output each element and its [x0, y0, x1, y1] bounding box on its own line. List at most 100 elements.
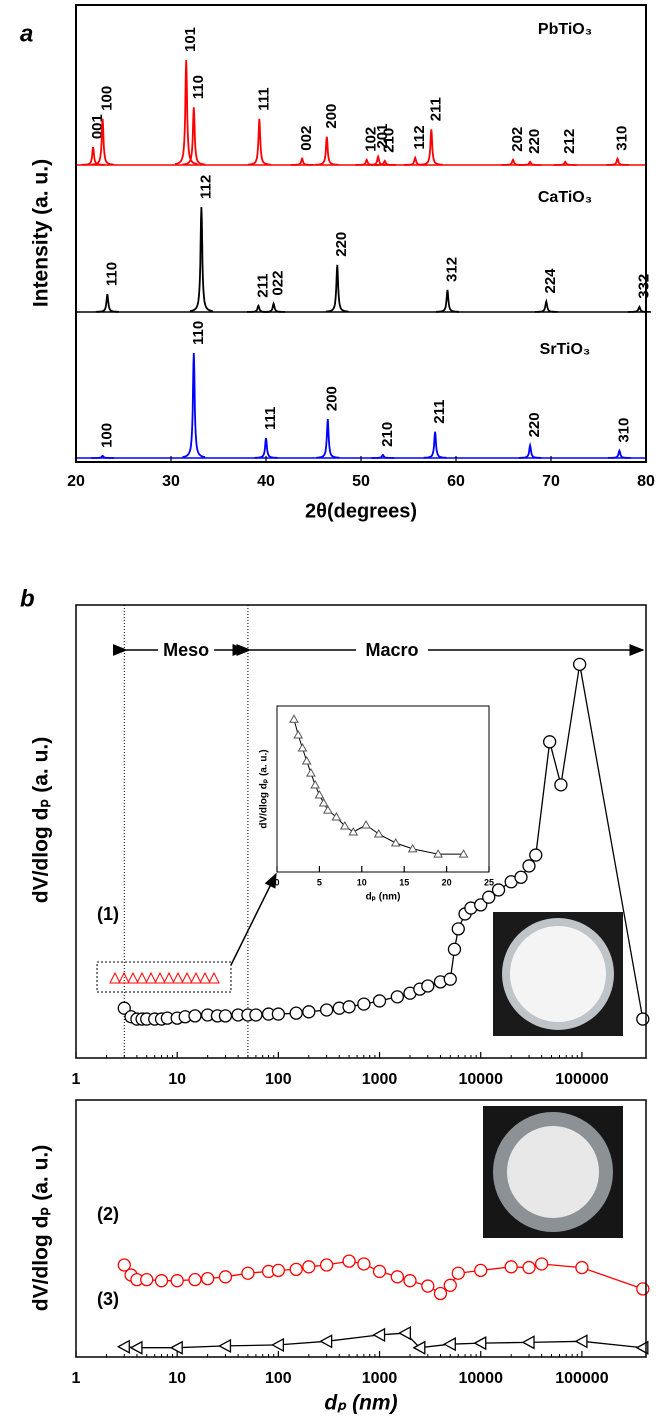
peak-label: 224: [542, 268, 559, 294]
data-point: [241, 1266, 255, 1280]
x-tick-label: 100: [265, 1370, 292, 1387]
data-point: [319, 1003, 334, 1017]
series-line: [124, 1332, 643, 1349]
data-point: [433, 849, 443, 858]
data-point: [129, 1340, 143, 1355]
data-point: [403, 1274, 417, 1288]
data-point: [319, 1334, 333, 1349]
data-point: [529, 848, 543, 862]
x-tick-label: 100000: [555, 1370, 608, 1387]
peak: [262, 301, 285, 313]
data-point: [575, 1260, 589, 1275]
x-tick-label: 1: [72, 1370, 81, 1387]
data-point: [310, 780, 321, 789]
x-axis-label: 2θ(degrees): [305, 500, 417, 522]
data-point: [372, 1327, 386, 1342]
series-label: SrTiO₃: [540, 341, 591, 358]
peak-label: 200: [324, 386, 341, 411]
peak-label: 210: [381, 128, 398, 153]
peak-label: 112: [411, 125, 428, 149]
x-tick-label: 10000: [458, 1071, 503, 1088]
x-tick-label: 10: [168, 1071, 186, 1088]
data-point: [297, 742, 308, 752]
data-point: [407, 843, 418, 853]
data-point: [514, 870, 528, 884]
data-point: [323, 805, 333, 814]
data-point: [318, 797, 329, 807]
data-point: [271, 1337, 285, 1353]
data-point: [458, 849, 469, 858]
x-tick-label: 10: [168, 1370, 186, 1387]
peak: [553, 160, 577, 166]
data-point: [491, 883, 506, 897]
peak-label: 022: [270, 271, 287, 296]
y-axis-label: Intensity (a. u.): [30, 159, 53, 307]
peak: [182, 107, 206, 166]
peak: [315, 136, 339, 166]
x-tick-label: 60: [447, 473, 465, 490]
peak-label: 102: [363, 127, 380, 152]
annotation: Meso: [163, 640, 209, 660]
peak: [182, 352, 206, 458]
data-point: [302, 1260, 316, 1274]
peak-label: 310: [613, 126, 630, 151]
panel-label: a: [20, 20, 33, 47]
peak-label: 202: [509, 127, 526, 152]
data-point: [188, 1009, 202, 1023]
annotation: Macro: [365, 640, 418, 660]
peak-label: 310: [615, 418, 632, 443]
series-label: PbTiO₃: [538, 21, 592, 38]
inset-source-box: [96, 961, 232, 993]
data-point: [289, 1262, 303, 1277]
data-point: [390, 1270, 405, 1284]
photo-2: [483, 1106, 623, 1238]
x-tick-label: 20: [67, 473, 85, 490]
peak: [371, 453, 395, 459]
peak-label: 211: [254, 273, 271, 297]
data-point: [200, 1271, 215, 1286]
peak: [436, 289, 459, 313]
peak: [423, 431, 447, 459]
peak-label: 100: [99, 86, 116, 111]
peak: [534, 298, 558, 313]
peak-label: 101: [182, 27, 199, 52]
peak-label: 110: [190, 75, 207, 99]
data-point: [412, 1340, 426, 1355]
data-point: [443, 1278, 457, 1292]
peak: [190, 206, 213, 312]
data-point: [289, 714, 299, 723]
x-tick-label: 40: [257, 473, 275, 490]
x-tick-label: 100: [265, 1071, 292, 1088]
plot-frame: [276, 705, 490, 873]
data-point: [433, 1286, 448, 1301]
x-tick-label: 10000: [458, 1370, 503, 1387]
data-point: [573, 657, 587, 671]
peak-label: 312: [443, 257, 460, 282]
data-point: [301, 755, 312, 765]
peak: [366, 154, 390, 166]
data-point: [522, 859, 536, 873]
data-point: [117, 1258, 131, 1272]
peak-label: 100: [99, 423, 116, 448]
data-point: [348, 826, 359, 836]
data-point: [140, 1272, 154, 1287]
data-point: [218, 1338, 232, 1354]
data-point: [361, 820, 371, 829]
y-axis-label: dV/dlog dₚ (a. u.): [30, 737, 53, 903]
data-point: [421, 979, 435, 993]
peak-label: 200: [323, 104, 340, 129]
peak: [316, 419, 340, 459]
data-point: [442, 1337, 456, 1352]
data-point: [306, 768, 316, 777]
data-point: [373, 828, 384, 838]
data-point: [636, 1282, 650, 1296]
data-point: [443, 972, 457, 986]
peak: [518, 160, 542, 166]
data-point: [169, 1340, 183, 1355]
x-tick-label: 1000: [362, 1370, 398, 1387]
data-point: [504, 1260, 518, 1274]
plot-frame: [75, 604, 647, 1059]
data-point: [314, 789, 325, 799]
data-point: [554, 778, 568, 792]
peak-label: 110: [103, 262, 120, 286]
